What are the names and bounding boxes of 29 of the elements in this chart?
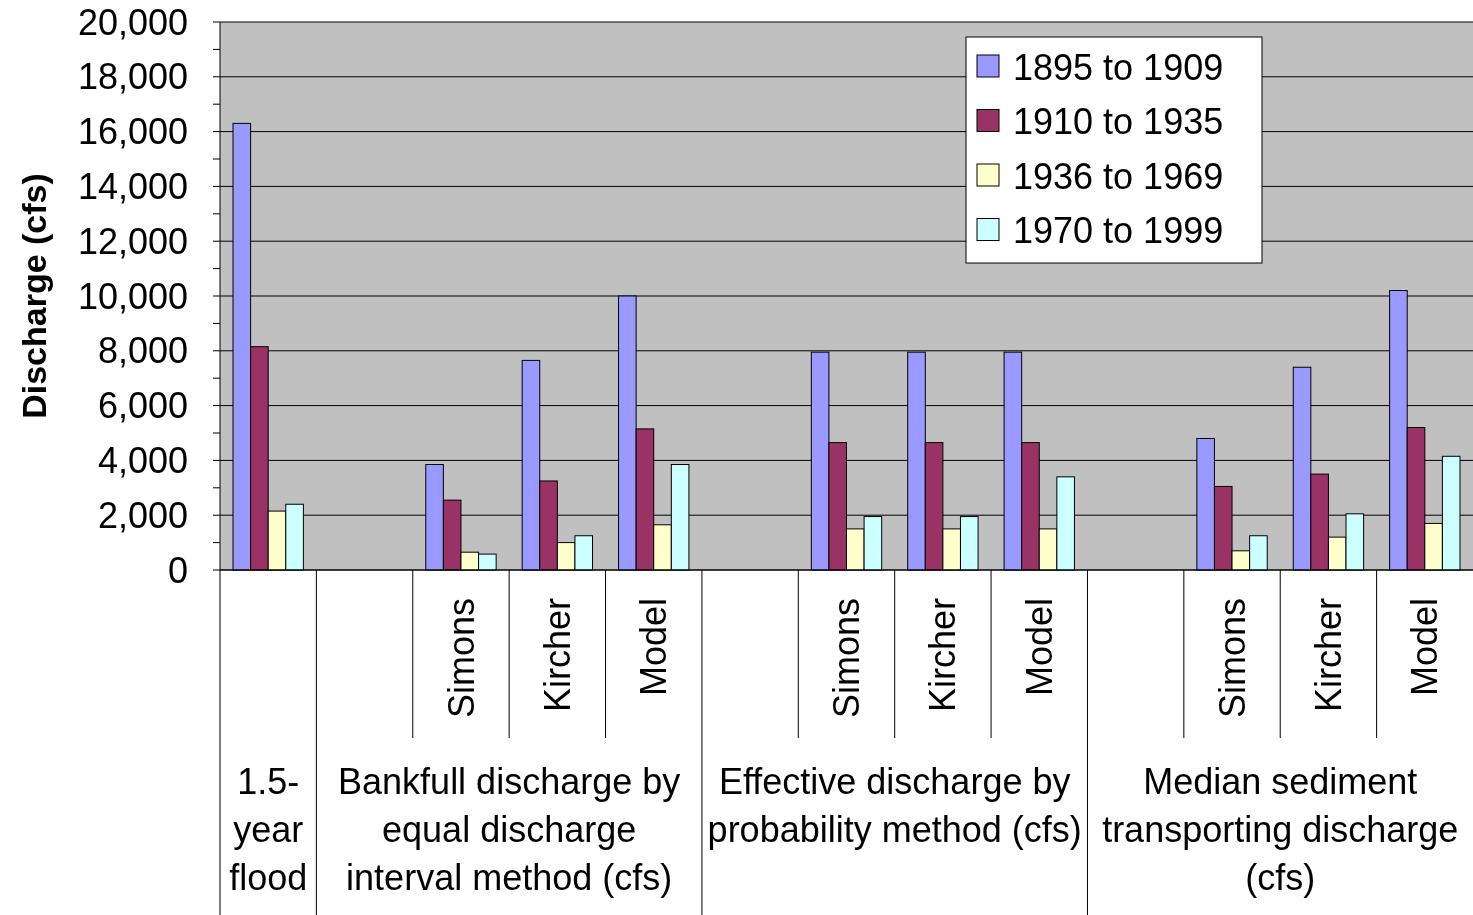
x-tick-label: Kircher [536, 597, 578, 713]
legend-label: 1936 to 1969 [1013, 155, 1224, 197]
x-tick-label: Kircher [922, 597, 964, 713]
x-tick-label: Simons [826, 598, 868, 719]
y-tick-label: 18,000 [77, 56, 188, 98]
y-axis-title: Discharge (cfs) [15, 173, 53, 419]
legend-label: 1910 to 1935 [1013, 101, 1224, 143]
legend-label: 1970 to 1999 [1013, 210, 1224, 252]
x-tick-label: Model [633, 598, 675, 697]
legend-label: 1895 to 1909 [1013, 46, 1224, 88]
text: Bankfull discharge by equal discharge interval method (cfs) [338, 761, 681, 898]
y-tick-label: 10,000 [77, 275, 188, 317]
y-tick-label: 16,000 [77, 111, 188, 153]
y-tick-label: 6,000 [97, 385, 188, 427]
x-tick-label: Model [1404, 598, 1446, 697]
x-tick-label: Simons [1211, 598, 1253, 719]
x-tick-label: Simons [440, 598, 482, 719]
y-tick-label: 0 [167, 549, 188, 591]
y-tick-label: 4,000 [97, 440, 188, 481]
y-tick-label: 8,000 [97, 330, 188, 372]
x-tick-label: Kircher [1308, 597, 1350, 713]
y-tick-label: 2,000 [97, 494, 188, 536]
y-tick-label: 20,000 [77, 1, 188, 43]
y-tick-label: 14,000 [77, 166, 188, 207]
text: Median sediment transporting discharge (cfs) [1102, 761, 1459, 898]
x-tick-label: Model [1018, 598, 1060, 697]
text: Effective discharge by probability method (cfs) [707, 761, 1082, 850]
text: 1.5-year flood [229, 761, 308, 898]
y-tick-label: 12,000 [77, 220, 188, 262]
